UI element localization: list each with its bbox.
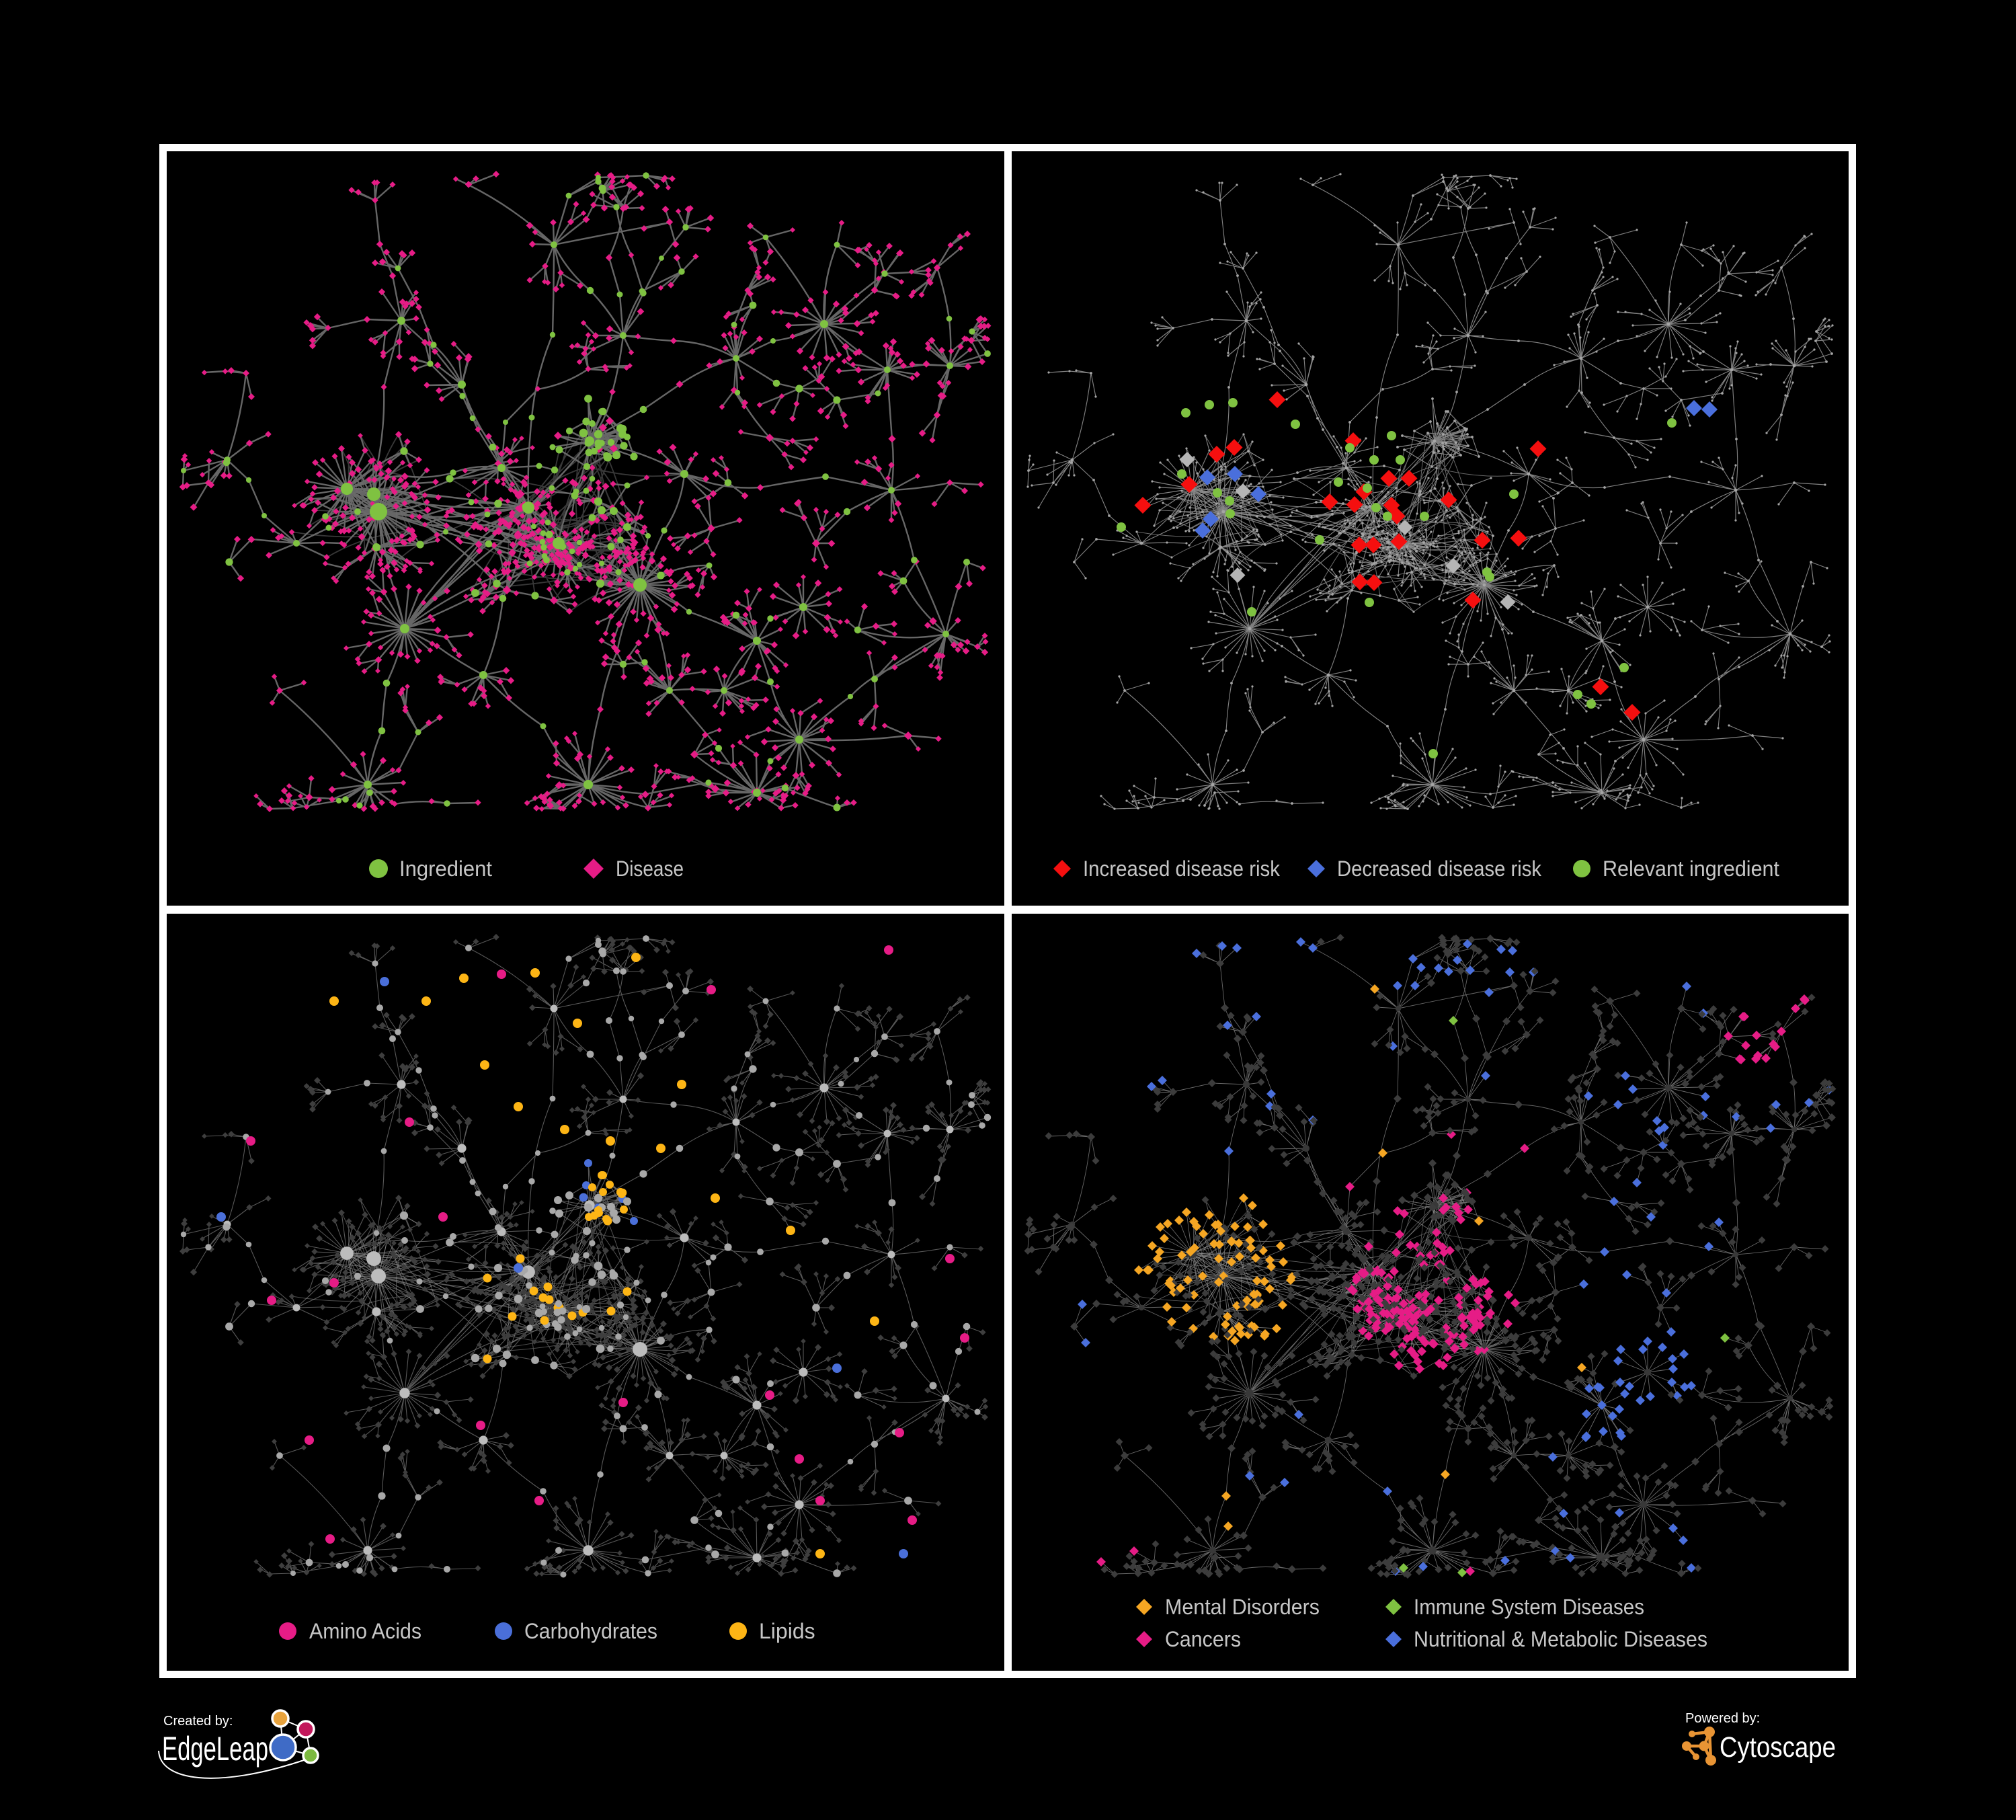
svg-text:Relevant ingredient: Relevant ingredient bbox=[1603, 857, 1779, 881]
svg-text:EdgeLeap: EdgeLeap bbox=[162, 1730, 268, 1768]
svg-text:Disease: Disease bbox=[616, 857, 684, 881]
svg-text:Cancers: Cancers bbox=[1165, 1627, 1241, 1651]
svg-text:Immune System Diseases: Immune System Diseases bbox=[1414, 1595, 1644, 1619]
svg-text:Increased disease risk: Increased disease risk bbox=[1083, 857, 1281, 881]
svg-text:Powered by:: Powered by: bbox=[1685, 1711, 1760, 1726]
svg-text:Created by:: Created by: bbox=[163, 1714, 233, 1729]
svg-text:Carbohydrates: Carbohydrates bbox=[524, 1619, 657, 1643]
svg-text:Decreased disease risk: Decreased disease risk bbox=[1337, 857, 1542, 881]
svg-text:Lipids: Lipids bbox=[759, 1619, 815, 1643]
svg-text:Nutritional & Metabolic Diseas: Nutritional & Metabolic Diseases bbox=[1414, 1627, 1707, 1651]
svg-text:Cytoscape: Cytoscape bbox=[1720, 1731, 1836, 1764]
svg-text:Mental Disorders: Mental Disorders bbox=[1165, 1595, 1320, 1619]
svg-text:Ingredient: Ingredient bbox=[399, 857, 492, 881]
svg-text:Amino Acids: Amino Acids bbox=[309, 1619, 421, 1643]
